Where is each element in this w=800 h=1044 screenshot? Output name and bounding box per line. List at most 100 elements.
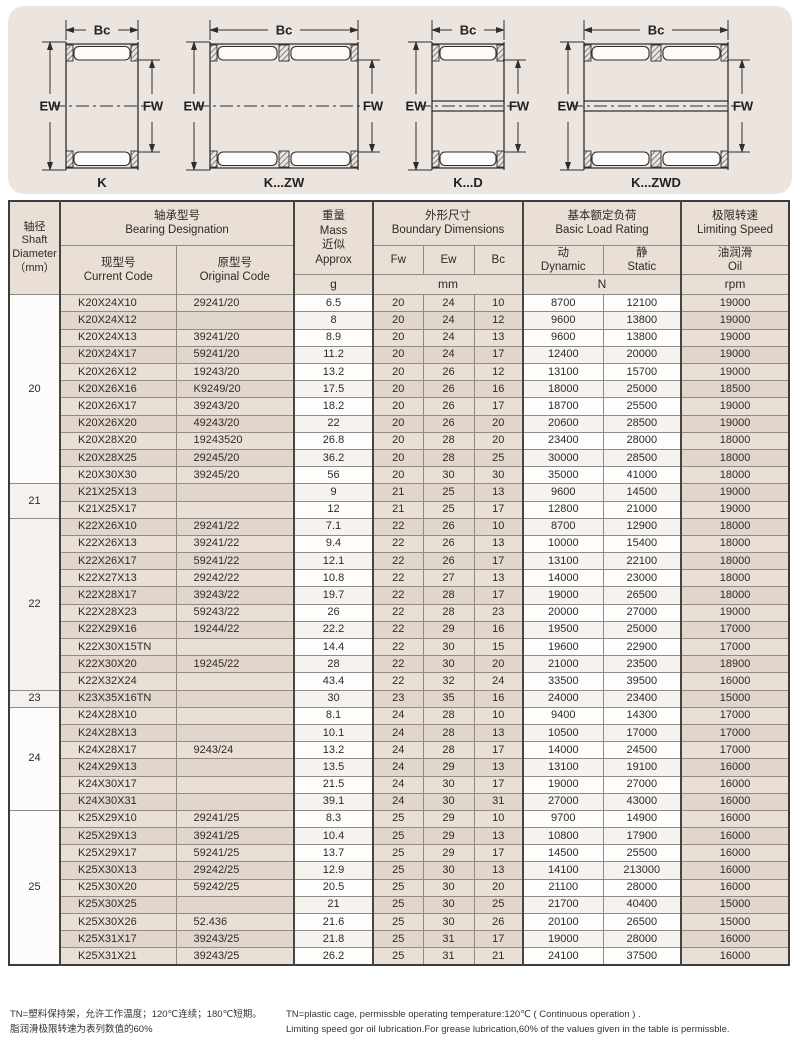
- cell: K25X30X20: [59, 878, 177, 897]
- cell: 9600: [522, 311, 604, 330]
- cell: 16000: [680, 792, 790, 811]
- cell: 15000: [680, 912, 790, 932]
- cell: 9243/24: [175, 741, 295, 760]
- cell: 9400: [522, 706, 604, 725]
- cell: 59241/25: [175, 844, 295, 863]
- cell: 28: [422, 723, 475, 743]
- cell: 18700: [522, 397, 604, 416]
- cell: 21.6: [293, 912, 374, 932]
- footnote-zh-line2: 脂润滑极限转速为表列数值的60%: [10, 1023, 153, 1035]
- table-row: K20X24X12 8 20 24 12 9600 13800 19000: [9, 311, 790, 330]
- spec-table-wrap: 轴径 Shaft Diameter （mm） 轴承型号 Bearing Desi…: [8, 200, 792, 967]
- table-row: K24X29X13 13.5 24 29 13 13100 19100 16000: [9, 758, 790, 777]
- cell: 19000: [680, 483, 790, 502]
- cell: 39243/20: [175, 397, 295, 416]
- cell: [175, 895, 295, 915]
- table-row: K24X28X13 10.1 24 28 13 10500 17000 17000: [9, 723, 790, 743]
- cell: 22: [293, 414, 374, 433]
- cell: K20X30X30: [59, 466, 177, 485]
- cell: 25: [372, 827, 424, 846]
- cell: 19000: [680, 311, 790, 330]
- cell: K22X30X15TN: [59, 637, 177, 657]
- cell: 17: [473, 844, 524, 863]
- header-bc: Bc: [473, 244, 524, 276]
- cell: 24: [422, 311, 475, 330]
- ew-dim-label: EW: [40, 99, 62, 114]
- cell: 18900: [680, 655, 790, 674]
- cell: 13: [473, 723, 524, 743]
- header-basic-load-rating: 基本额定负荷 Basic Load Rating: [522, 200, 682, 246]
- cell: 39.1: [293, 792, 374, 811]
- cell: 16000: [680, 809, 790, 829]
- cell: 19000: [522, 930, 604, 949]
- cell: 17: [473, 345, 524, 365]
- cell: 30: [422, 912, 475, 932]
- cell: 39245/20: [175, 466, 295, 485]
- cell: 16000: [680, 827, 790, 846]
- cell: K21X25X13: [59, 483, 177, 502]
- cell: 25: [372, 809, 424, 829]
- cell: 17.5: [293, 380, 374, 399]
- cell: 17: [473, 775, 524, 794]
- header-shaft-diameter: 轴径 Shaft Diameter （mm）: [8, 200, 61, 296]
- cell: 25: [372, 861, 424, 880]
- cell: 12400: [522, 345, 604, 365]
- cell: 17: [473, 500, 524, 519]
- cell: 13100: [522, 552, 604, 571]
- table-row: K22X28X17 39243/22 19.7 22 28 17 19000 26500 180…: [9, 586, 790, 605]
- cell: 6.5: [293, 294, 374, 313]
- cell: 13.2: [293, 741, 374, 760]
- cell: 8700: [522, 294, 604, 313]
- cell: K20X26X16: [59, 380, 177, 399]
- fw-dim-label: FW: [509, 99, 530, 114]
- cell: 29: [422, 827, 475, 846]
- cell: 20: [372, 397, 424, 416]
- cell: 59241/20: [175, 345, 295, 365]
- cell: 41000: [602, 466, 682, 485]
- bearing-diagrams: Bc EW FW K: [40, 20, 754, 190]
- cell: 20000: [522, 603, 604, 622]
- cell: 16000: [680, 672, 790, 691]
- table-row: 22 K22X26X10 29241/22 7.1 22 26 10 8700 12900 180…: [8, 517, 790, 691]
- cell: K22X32X24: [59, 672, 177, 691]
- table-row: K25X29X13 39241/25 10.4 25 29 13 10800 17900 160…: [9, 827, 790, 846]
- cell: 23400: [602, 689, 682, 708]
- cell: 21: [372, 500, 424, 519]
- cell: 21700: [522, 895, 604, 915]
- cell: 28: [422, 448, 475, 468]
- cell: 21: [372, 483, 424, 502]
- cell: 11.2: [293, 345, 374, 365]
- ew-dim-label: EW: [184, 99, 206, 114]
- cell: 14000: [522, 569, 604, 588]
- cell: 30: [422, 861, 475, 880]
- cell: 17000: [680, 741, 790, 760]
- cell: 14.4: [293, 637, 374, 657]
- cell: [175, 672, 295, 691]
- cell: 39241/20: [175, 328, 295, 347]
- cell: 37500: [602, 947, 682, 966]
- cell: 19000: [680, 328, 790, 347]
- cell: 16000: [680, 861, 790, 880]
- cell: 18000: [680, 534, 790, 554]
- table-row: K22X30X20 19245/22 28 22 30 20 21000 23500 18900: [9, 655, 790, 674]
- shaft-diameter-cell: 20: [8, 294, 61, 485]
- cell: K20X28X25: [59, 448, 177, 468]
- cell: 15000: [680, 895, 790, 915]
- cell: 20: [473, 655, 524, 674]
- cell: K25X31X17: [59, 930, 177, 949]
- cell: 28000: [602, 878, 682, 897]
- cell: 13.7: [293, 844, 374, 863]
- header-bearing-designation: 轴承型号 Bearing Designation: [58, 200, 295, 246]
- cell: 26: [293, 603, 374, 622]
- cell: K25X30X13: [59, 861, 177, 880]
- cell: 28000: [602, 431, 682, 450]
- cell: 18000: [680, 517, 790, 536]
- cell: 30: [293, 689, 374, 708]
- header-limiting-speed: 极限转速 Limiting Speed: [680, 200, 790, 246]
- table-row: K25X29X17 59241/25 13.7 25 29 17 14500 25500 160…: [9, 844, 790, 863]
- cell: 26.8: [293, 431, 374, 450]
- cell: 33500: [522, 672, 604, 691]
- cell: 20600: [522, 414, 604, 433]
- cell: 22900: [602, 637, 682, 657]
